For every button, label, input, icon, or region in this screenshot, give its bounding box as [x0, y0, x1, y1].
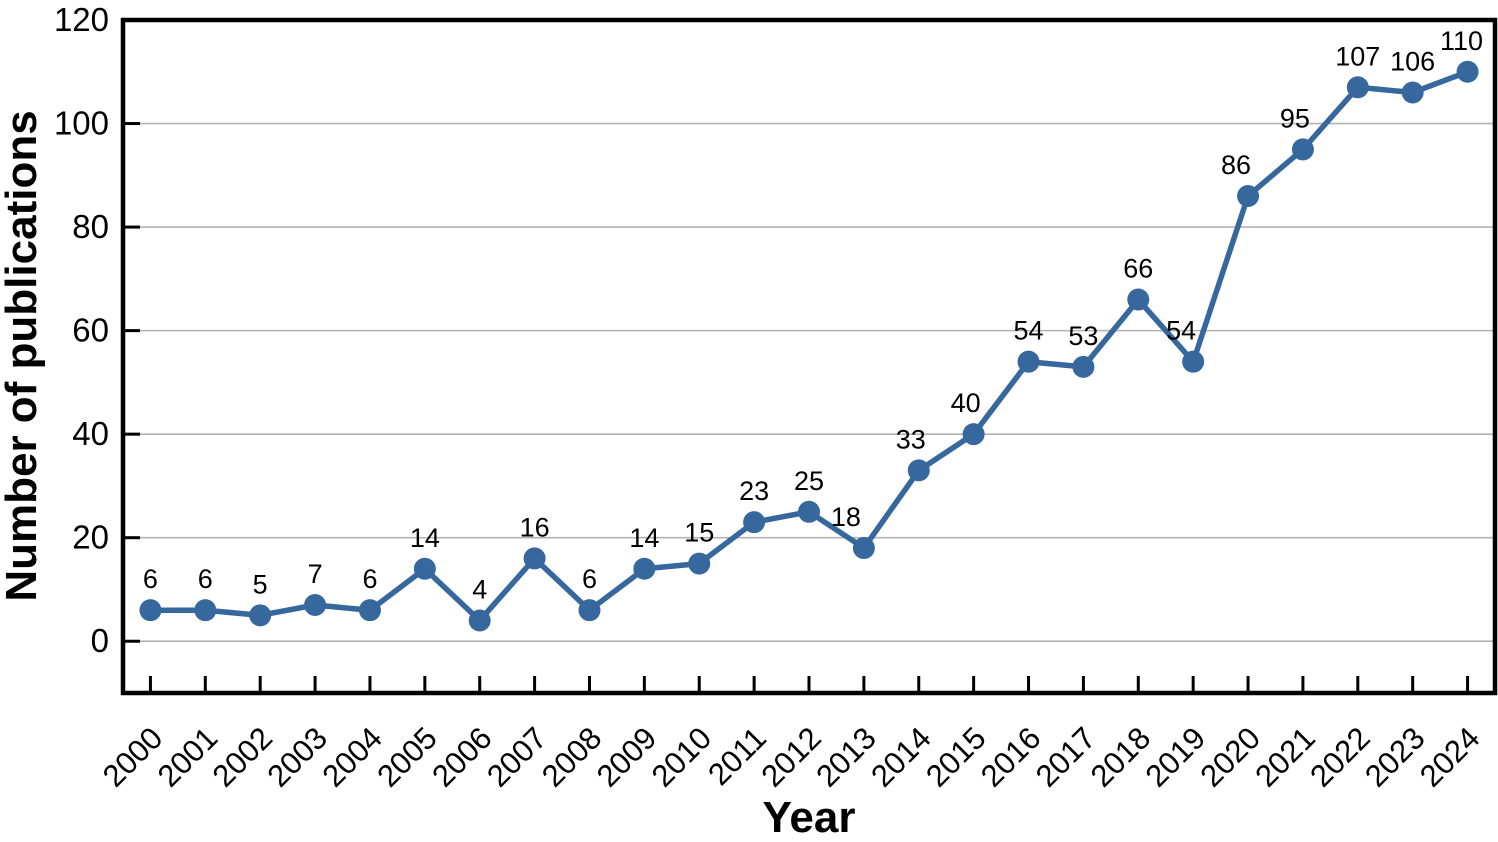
data-point: [578, 599, 601, 622]
data-point-label: 23: [739, 476, 769, 506]
data-point: [413, 557, 436, 580]
data-point: [468, 609, 491, 632]
data-point: [1017, 350, 1040, 373]
data-point-label: 6: [362, 564, 377, 594]
data-point: [798, 500, 820, 523]
data-point-label: 7: [308, 559, 323, 589]
x-tick-label: 2012: [754, 720, 828, 794]
data-point-label: 6: [582, 564, 597, 594]
data-point-label: 14: [410, 523, 440, 553]
data-series: [139, 60, 1479, 632]
data-point-label: 106: [1390, 46, 1435, 76]
x-tick-label: 2021: [1248, 720, 1322, 794]
x-tick-label: 2008: [535, 720, 609, 794]
y-tick-label: 20: [72, 519, 109, 556]
data-point: [304, 593, 327, 616]
data-point: [907, 459, 930, 482]
x-tick-label: 2000: [96, 720, 170, 794]
y-tick-label: 40: [72, 415, 109, 452]
data-point: [139, 599, 162, 622]
data-point-label: 33: [896, 424, 926, 454]
data-point: [962, 423, 985, 446]
y-tick-label: 120: [54, 1, 109, 38]
data-point: [249, 604, 272, 627]
data-point-label: 15: [684, 518, 714, 548]
plot-border: [120, 17, 1498, 696]
data-point-label: 14: [629, 523, 659, 553]
x-tick-label: 2005: [370, 720, 444, 794]
y-tick-label: 100: [54, 105, 109, 142]
data-point-label: 86: [1221, 150, 1251, 180]
data-point-label: 40: [951, 388, 981, 418]
x-tick-label: 2023: [1358, 720, 1432, 794]
data-point-label: 54: [1013, 316, 1043, 346]
x-tick-label: 2001: [151, 720, 225, 794]
data-point: [852, 537, 875, 560]
data-point: [1127, 288, 1150, 311]
data-point-label: 6: [198, 564, 213, 594]
x-tick-label: 2009: [590, 720, 664, 794]
x-tick-label: 2013: [809, 720, 883, 794]
x-tick-label: 2015: [919, 720, 993, 794]
x-tick-label: 2007: [480, 720, 554, 794]
data-point: [633, 557, 656, 580]
x-tick-label: 2022: [1303, 720, 1377, 794]
x-tick-label: 2017: [1029, 720, 1103, 794]
data-point-label: 54: [1166, 316, 1196, 346]
x-tick-label: 2019: [1139, 720, 1213, 794]
data-point: [358, 599, 381, 622]
x-axis-title: Year: [763, 793, 856, 842]
data-point: [1291, 138, 1314, 161]
x-tick-label: 2004: [315, 720, 389, 794]
data-point: [688, 552, 711, 575]
data-point-label: 110: [1440, 26, 1483, 56]
x-tick-label: 2011: [701, 720, 773, 792]
data-point: [1182, 350, 1205, 373]
data-point-label: 25: [794, 466, 824, 496]
data-point-label: 18: [831, 502, 861, 532]
tick-labels: 0204060801001202000200120022003200420052…: [54, 1, 1487, 794]
x-tick-label: 2014: [864, 720, 938, 794]
data-point-label: 95: [1280, 103, 1310, 133]
data-point-label: 5: [253, 569, 268, 599]
x-tick-label: 2024: [1413, 720, 1487, 794]
gridlines: [123, 122, 1495, 643]
data-point: [523, 547, 546, 570]
y-tick-label: 0: [91, 622, 109, 659]
x-tick-label: 2010: [645, 720, 719, 794]
y-axis-title: Number of publications: [0, 110, 46, 601]
data-point: [1346, 76, 1369, 99]
x-tick-label: 2020: [1193, 720, 1267, 794]
data-point-label: 4: [472, 575, 487, 605]
data-point: [1237, 185, 1260, 208]
data-point: [1072, 355, 1095, 378]
x-tick-label: 2002: [206, 720, 280, 794]
x-tick-label: 2003: [261, 720, 335, 794]
data-point-label: 66: [1123, 254, 1153, 284]
x-tick-label: 2006: [425, 720, 499, 794]
x-tick-label: 2016: [974, 720, 1048, 794]
data-point: [1401, 81, 1424, 104]
data-point: [743, 511, 766, 534]
data-point-label: 53: [1068, 321, 1098, 351]
axis-ticks: [125, 18, 1470, 691]
data-point-label: 16: [520, 512, 550, 542]
data-point: [194, 599, 217, 622]
data-point-label: 6: [143, 564, 158, 594]
y-tick-label: 80: [72, 208, 109, 245]
data-point-label: 107: [1335, 41, 1380, 71]
data-point: [1456, 60, 1479, 83]
y-tick-label: 60: [72, 312, 109, 349]
x-tick-label: 2018: [1084, 720, 1158, 794]
